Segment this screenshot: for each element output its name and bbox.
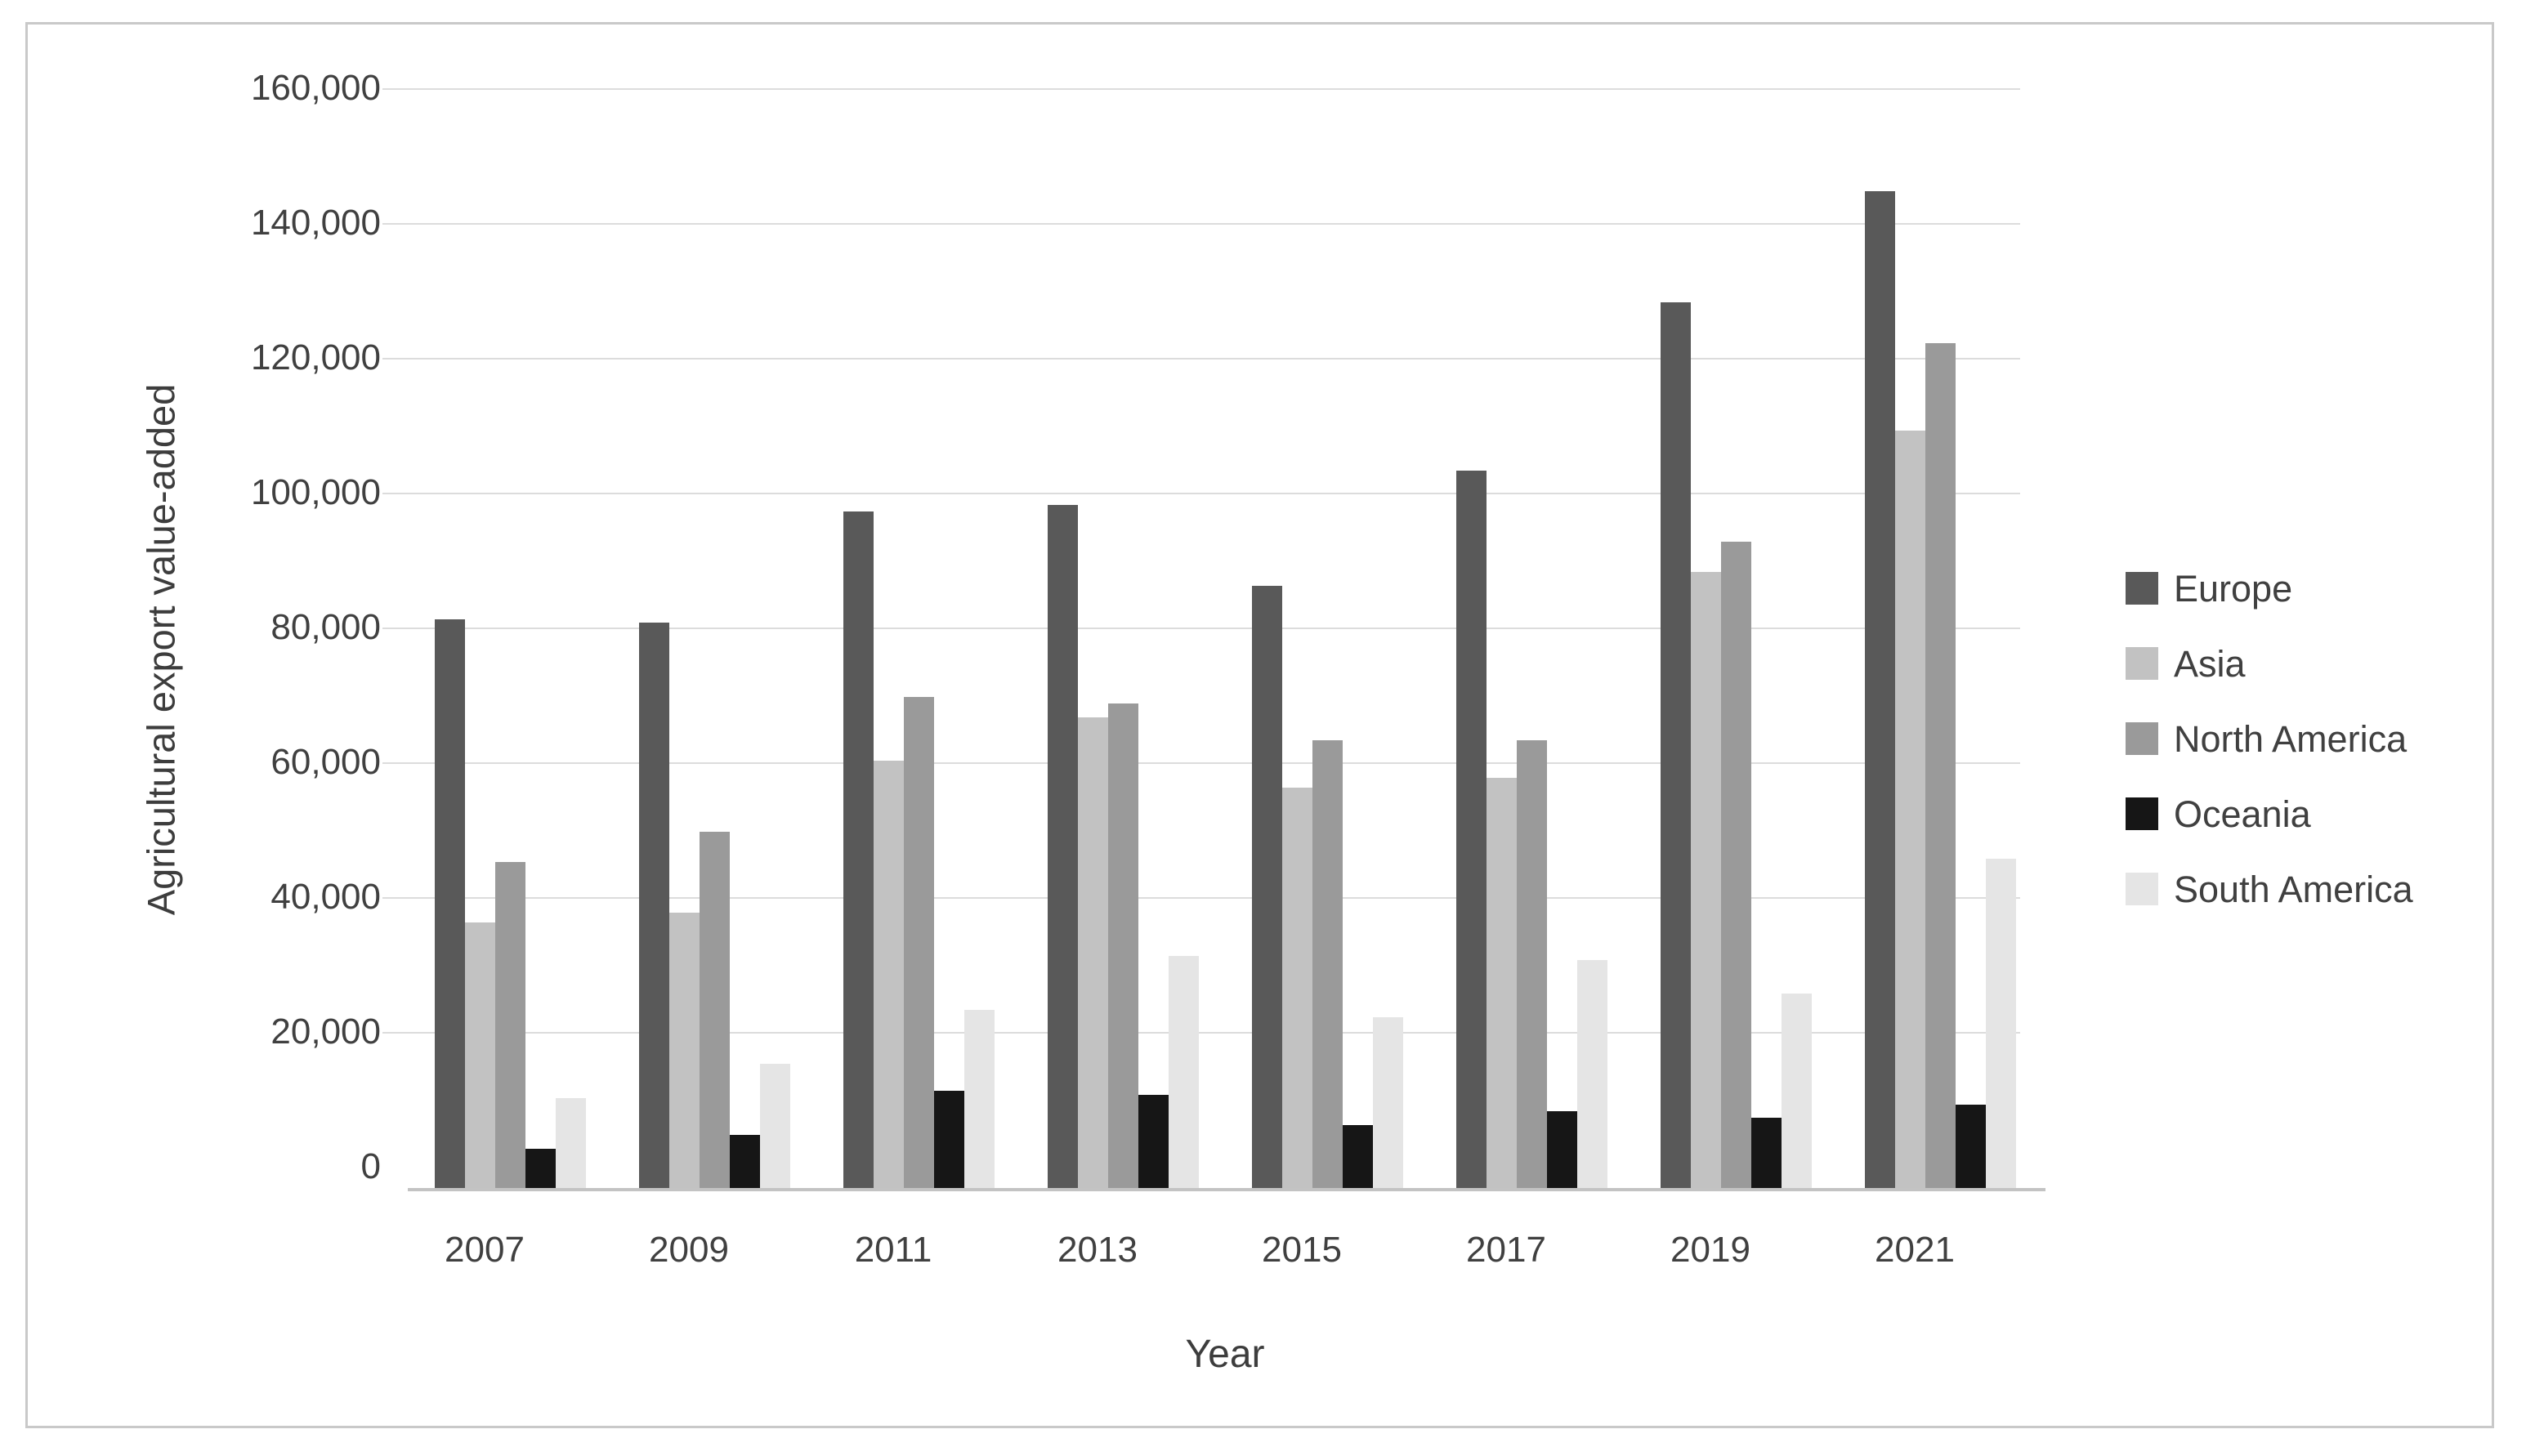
legend-label-asia: Asia	[2174, 642, 2246, 685]
y-tick-label-100000: 100,000	[250, 472, 381, 512]
bar-asia-2015	[1281, 788, 1312, 1189]
gridline-40000	[382, 897, 2020, 899]
legend-label-oceania: Oceania	[2174, 793, 2311, 835]
legend-item-europe: Europe	[2126, 551, 2413, 626]
bar-south-america-2019	[1781, 993, 1812, 1189]
bar-north-america-2015	[1312, 740, 1343, 1189]
legend-label-north-america: North America	[2174, 717, 2408, 760]
bar-north-america-2021	[1925, 342, 1956, 1189]
bar-oceania-2013	[1138, 1094, 1169, 1189]
gridline-60000	[382, 762, 2020, 764]
bar-europe-2011	[843, 511, 874, 1189]
y-tick-label-60000: 60,000	[270, 742, 381, 782]
y-tick-label-0: 0	[360, 1146, 381, 1186]
bar-europe-2009	[638, 623, 669, 1189]
legend: Europe Asia North America Oceania South Amer…	[2126, 551, 2413, 927]
bar-asia-2009	[668, 912, 700, 1189]
legend-item-north-america: North America	[2126, 701, 2413, 776]
bar-asia-2013	[1077, 717, 1108, 1189]
bar-oceania-2019	[1750, 1118, 1782, 1189]
legend-label-south-america: South America	[2174, 868, 2413, 910]
bar-europe-2007	[434, 619, 465, 1189]
bar-asia-2021	[1894, 430, 1925, 1189]
bar-europe-2019	[1660, 302, 1691, 1189]
legend-label-europe: Europe	[2174, 567, 2293, 610]
x-tick-label-2013: 2013	[1057, 1230, 1138, 1270]
bar-oceania-2009	[729, 1135, 760, 1189]
x-tick-label-2015: 2015	[1262, 1230, 1342, 1270]
y-tick-label-140000: 140,000	[250, 203, 381, 243]
bar-asia-2007	[464, 922, 495, 1189]
gridline-100000	[382, 493, 2020, 494]
x-tick-label-2007: 2007	[445, 1230, 525, 1270]
plot-area	[408, 110, 2042, 1189]
y-axis-title: Agricultural export value-added	[139, 383, 183, 916]
x-axis-title: Year	[1185, 1333, 1265, 1376]
x-tick-label-2017: 2017	[1466, 1230, 1546, 1270]
bar-asia-2019	[1690, 572, 1721, 1189]
x-axis-line	[408, 1188, 2045, 1191]
legend-swatch-asia	[2126, 647, 2158, 680]
bar-south-america-2021	[1985, 858, 2016, 1189]
y-tick-label-80000: 80,000	[270, 607, 381, 647]
bar-north-america-2013	[1107, 703, 1138, 1189]
gridline-120000	[382, 358, 2020, 360]
legend-swatch-north-america	[2126, 722, 2158, 755]
bar-south-america-2007	[555, 1097, 586, 1189]
y-tick-label-20000: 20,000	[270, 1012, 381, 1052]
bar-north-america-2017	[1516, 740, 1547, 1189]
bar-north-america-2009	[699, 831, 730, 1189]
bar-europe-2021	[1864, 191, 1895, 1189]
gridline-20000	[382, 1032, 2020, 1034]
y-tick-label-120000: 120,000	[250, 337, 381, 377]
x-tick-label-2019: 2019	[1670, 1230, 1750, 1270]
bar-north-america-2007	[494, 861, 525, 1189]
bar-asia-2011	[873, 761, 904, 1189]
bar-oceania-2017	[1546, 1111, 1577, 1189]
bar-oceania-2021	[1955, 1104, 1986, 1189]
bar-south-america-2013	[1168, 956, 1199, 1189]
bar-asia-2017	[1486, 777, 1517, 1189]
bar-south-america-2009	[759, 1064, 790, 1189]
gridline-80000	[382, 628, 2020, 629]
bar-south-america-2017	[1576, 959, 1607, 1189]
bar-europe-2015	[1251, 585, 1282, 1189]
legend-swatch-south-america	[2126, 873, 2158, 905]
bar-north-america-2019	[1720, 542, 1751, 1189]
bar-south-america-2011	[963, 1010, 995, 1189]
x-tick-label-2021: 2021	[1875, 1230, 1955, 1270]
bar-europe-2017	[1455, 471, 1487, 1189]
chart-frame: 0 20,000 40,000 60,000 80,000 100,000 120,000 1…	[25, 22, 2494, 1428]
bar-oceania-2011	[933, 1091, 964, 1189]
bar-oceania-2007	[525, 1148, 556, 1189]
x-tick-label-2011: 2011	[854, 1230, 932, 1270]
y-tick-label-160000: 160,000	[250, 68, 381, 108]
legend-swatch-europe	[2126, 572, 2158, 605]
x-tick-label-2009: 2009	[649, 1230, 729, 1270]
legend-item-south-america: South America	[2126, 851, 2413, 927]
y-tick-label-40000: 40,000	[270, 877, 381, 917]
legend-swatch-oceania	[2126, 797, 2158, 830]
gridline-140000	[382, 223, 2020, 225]
gridline-160000	[382, 88, 2020, 90]
legend-item-oceania: Oceania	[2126, 776, 2413, 851]
legend-item-asia: Asia	[2126, 626, 2413, 701]
bar-oceania-2015	[1342, 1124, 1373, 1189]
bar-europe-2013	[1047, 504, 1078, 1189]
bar-north-america-2011	[903, 696, 934, 1189]
bar-south-america-2015	[1372, 1016, 1403, 1189]
